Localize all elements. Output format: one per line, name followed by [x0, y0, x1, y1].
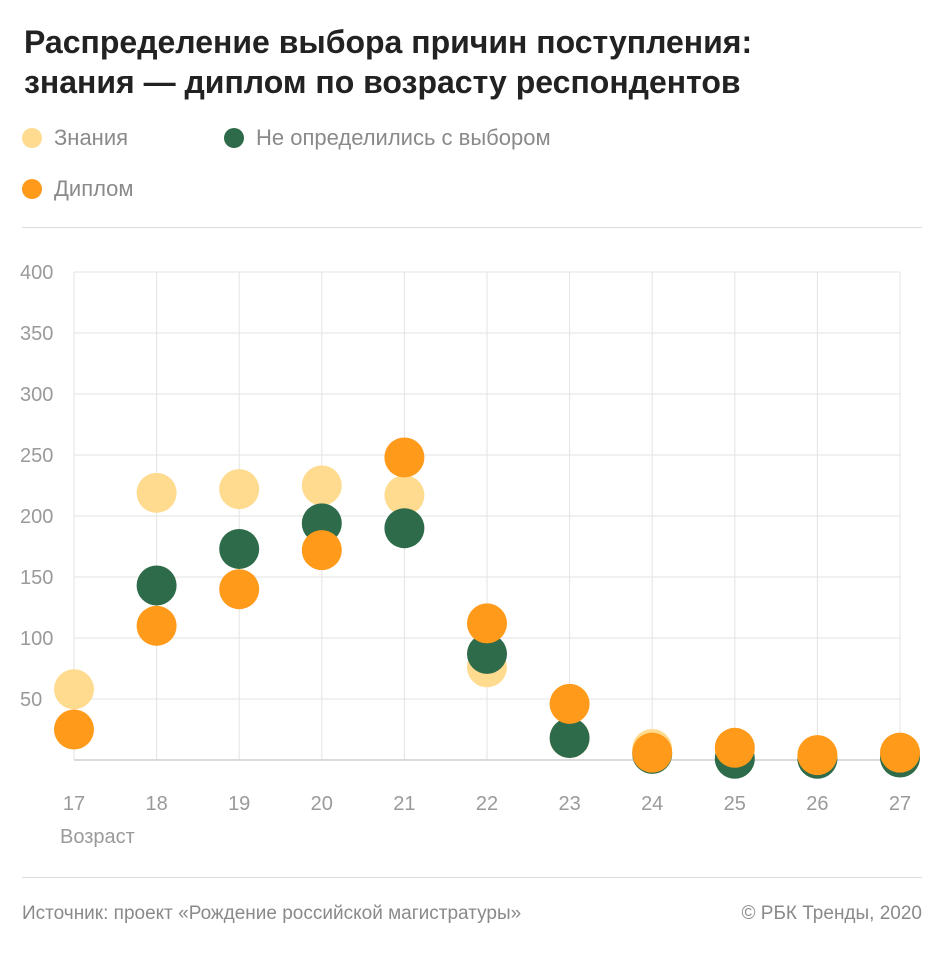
y-tick-label-200: 200 [20, 506, 53, 528]
point-s0-x19 [219, 469, 260, 510]
point-s2-x19 [219, 569, 260, 610]
source-note: Источник: проект «Рождение российской ма… [22, 903, 522, 924]
point-s1-x18 [136, 565, 177, 606]
point-s1-x19 [219, 528, 260, 569]
point-s1-x23 [549, 718, 590, 759]
copyright: © РБК Тренды, 2020 [741, 903, 923, 924]
y-tick-label-250: 250 [20, 445, 53, 467]
y-tick-label-150: 150 [20, 567, 53, 589]
legend-swatch-knowledge [22, 128, 42, 148]
x-tick-label-24: 24 [641, 793, 663, 815]
point-s0-x18 [136, 472, 177, 513]
axes: 50 100 150 200 250 300 350 400 17 18 19 20 21 22 23 24 2… [20, 262, 911, 848]
y-tick-label-300: 300 [20, 384, 53, 406]
y-tick-label-50: 50 [20, 689, 42, 711]
x-tick-label-25: 25 [724, 793, 746, 815]
legend-label-undecided: Не определились с выбором [256, 125, 551, 150]
point-s2-x22 [467, 603, 507, 644]
point-s0-x21 [384, 475, 425, 516]
data-points [54, 437, 920, 779]
chart-title-line1: Распределение выбора причин поступления: [24, 24, 753, 60]
y-tick-label-350: 350 [20, 323, 53, 345]
legend-swatch-undecided [224, 128, 244, 148]
x-axis-label: Возраст [60, 826, 135, 848]
x-tick-label-23: 23 [558, 793, 580, 815]
point-s2-x17 [54, 709, 94, 750]
series-2 [54, 437, 920, 776]
legend-item-diploma: Диплом [22, 169, 134, 209]
legend: Знания Не определились с выбором Диплом [22, 118, 922, 208]
legend-item-undecided: Не определились с выбором [224, 118, 551, 158]
chart-title: Распределение выбора причин поступления:… [24, 22, 924, 102]
legend-item-knowledge: Знания [22, 118, 128, 158]
y-tick-label-100: 100 [20, 628, 53, 650]
point-s0-x20 [301, 465, 342, 506]
x-tick-label-21: 21 [393, 793, 415, 815]
divider-top [22, 227, 922, 228]
x-tick-label-17: 17 [63, 793, 85, 815]
x-tick-label-26: 26 [806, 793, 828, 815]
point-s2-x18 [136, 605, 177, 646]
point-s1-x21 [384, 508, 425, 549]
legend-label-knowledge: Знания [54, 125, 129, 150]
x-tick-label-27: 27 [889, 793, 911, 815]
legend-swatch-diploma [22, 179, 42, 199]
legend-label-diploma: Диплом [54, 176, 134, 201]
x-tick-label-19: 19 [228, 793, 250, 815]
point-s2-x20 [301, 530, 342, 571]
y-tick-label-400: 400 [20, 262, 53, 284]
series-1 [136, 503, 920, 779]
scatter-chart: 50 100 150 200 250 300 350 400 17 18 19 20 21 22 23 24 2… [20, 262, 920, 848]
chart-title-line2: знания — диплом по возрасту респондентов [24, 64, 741, 100]
point-s2-x27 [880, 732, 920, 773]
point-s0-x17 [54, 669, 94, 710]
divider-bottom [22, 877, 922, 878]
x-tick-label-20: 20 [311, 793, 333, 815]
point-s2-x21 [384, 437, 425, 478]
point-s2-x24 [632, 732, 673, 773]
point-s2-x26 [797, 735, 838, 776]
point-s1-x22 [467, 633, 507, 674]
x-tick-label-22: 22 [476, 793, 498, 815]
point-s2-x25 [714, 727, 755, 768]
point-s2-x23 [549, 683, 590, 724]
x-tick-label-18: 18 [145, 793, 167, 815]
